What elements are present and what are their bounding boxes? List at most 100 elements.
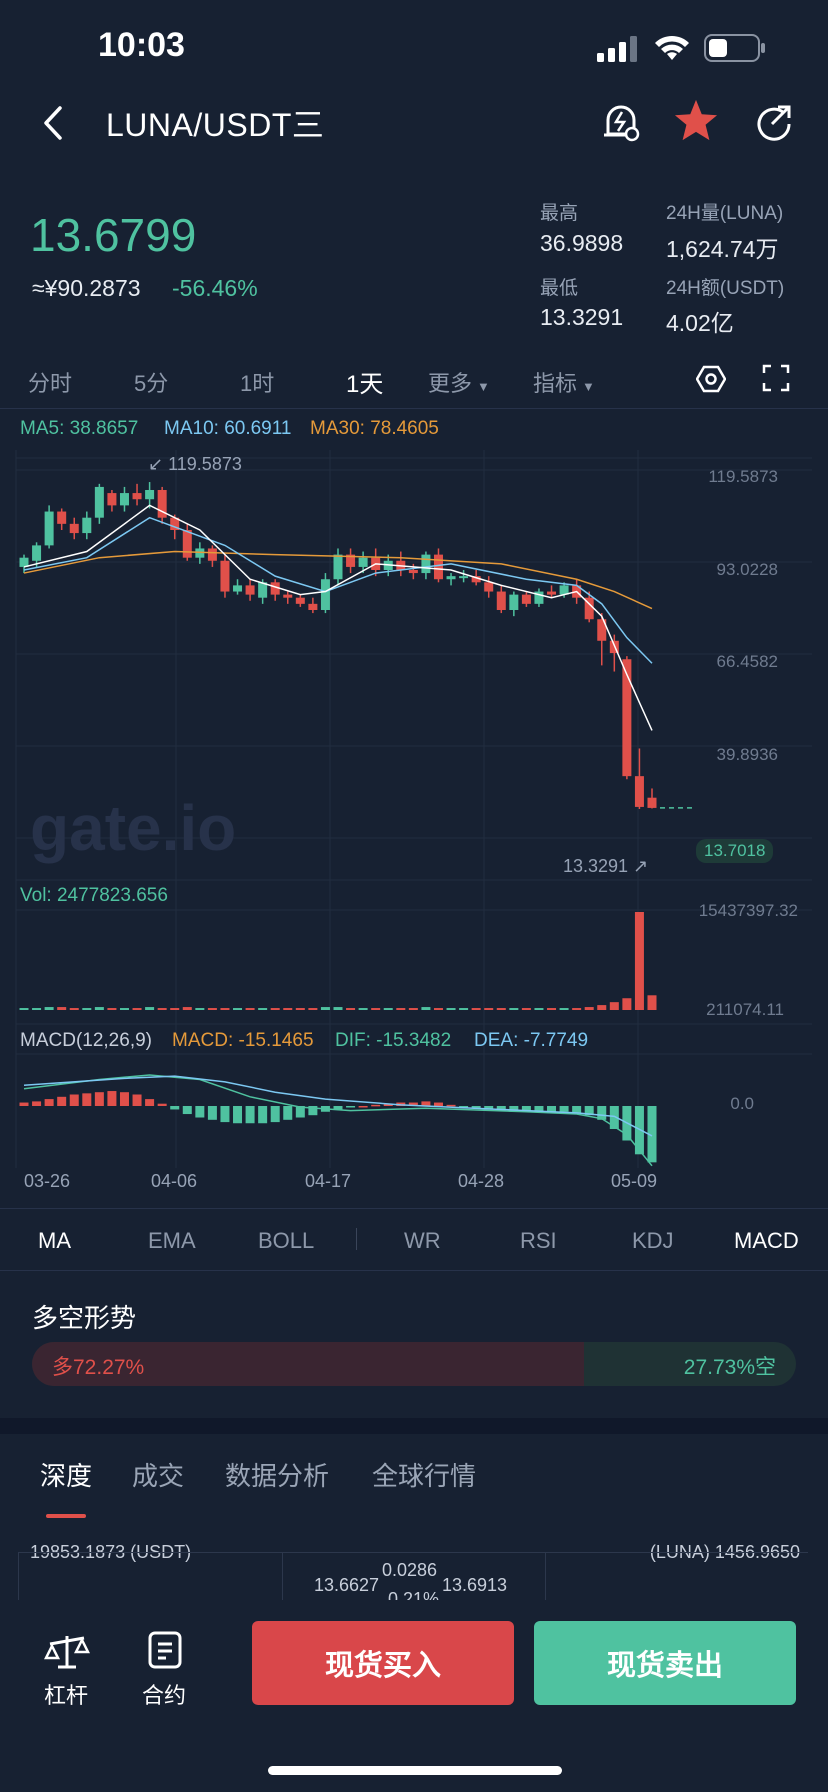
amt-24h-label: 24H额(USDT) [666,278,785,299]
indicator-ema[interactable]: EMA [148,1228,196,1253]
indicator-macd[interactable]: MACD [734,1228,799,1253]
macd-bar [94,1092,104,1106]
volume-bar [584,1007,594,1010]
tab-5min[interactable]: 5分 [134,371,169,396]
volume-bar [597,1005,607,1010]
tab-global-market[interactable]: 全球行情 [372,1461,477,1491]
leverage-icon[interactable] [43,1630,91,1677]
back-icon[interactable] [40,104,66,147]
volume-bar [484,1008,494,1010]
macd-axis-zero: 0.0 [730,1094,754,1113]
macd-bar [283,1106,293,1120]
depth-spread: 0.0286 [382,1560,438,1580]
depth-bid: 13.6627 [314,1575,380,1595]
candle [346,554,356,567]
macd-bar [446,1104,456,1107]
ma30-line [23,550,653,610]
volume-bar [258,1008,268,1010]
indicator-separator [356,1228,357,1250]
macd-bar [258,1106,268,1124]
dea-line [23,1075,653,1137]
price-alert-icon[interactable] [600,100,642,149]
macd-bar [346,1106,356,1108]
macd-bar [145,1099,155,1106]
candle [320,579,330,610]
volume-bar [622,998,632,1010]
indicator-kdj[interactable]: KDJ [632,1228,674,1253]
candle [270,582,280,595]
macd-bar [107,1091,117,1106]
kline-chart[interactable]: gate.io [0,440,828,1200]
volume-bar [107,1008,117,1010]
volume-label: Vol: 2477823.656 [20,885,168,906]
volume-bar [459,1008,469,1010]
tab-trades[interactable]: 成交 [132,1461,185,1491]
favorite-star-icon[interactable] [673,98,719,147]
volume-bar [647,995,657,1010]
macd-bar [521,1106,531,1112]
fullscreen-icon[interactable] [762,364,790,397]
macd-bar [408,1102,418,1106]
price-axis-label: 93.0228 [716,560,778,579]
volume-bar [471,1008,481,1010]
candle [82,517,92,534]
leverage-label[interactable]: 杠杆 [44,1683,89,1708]
spot-buy-button[interactable]: 现货买入 [252,1621,514,1705]
share-icon[interactable] [754,102,794,147]
tab-indicators[interactable]: 指标 ▼ [533,366,595,398]
volume-bar [119,1008,129,1010]
vol-24h-value: 1,624.74万 [666,236,779,262]
candle [245,585,255,595]
macd-bar [119,1092,129,1106]
macd-bar [459,1106,469,1108]
chart-settings-icon[interactable] [695,364,727,399]
depth-ask: 13.6913 [442,1575,508,1595]
candle [534,591,544,604]
macd-bar [547,1106,557,1112]
tab-more[interactable]: 更多 ▼ [428,366,490,398]
indicator-boll[interactable]: BOLL [258,1228,315,1253]
contract-icon[interactable] [147,1630,183,1675]
candle [283,594,293,598]
pair-title[interactable]: LUNA/USDT三 [106,100,324,146]
spot-sell-button[interactable]: 现货卖出 [534,1621,796,1705]
candle [57,511,67,524]
price-axis-label: 39.8936 [716,745,778,764]
indicator-wr[interactable]: WR [404,1228,441,1253]
volume-bar [371,1008,381,1010]
volume-bar [534,1008,544,1010]
tab-1day[interactable]: 1天 [346,371,384,398]
max-price-marker: ↙ 119.5873 [148,454,242,475]
macd-bar [32,1101,42,1106]
tab-data-analysis[interactable]: 数据分析 [225,1461,330,1491]
depth-grid-line [545,1552,546,1607]
volume-axis-bottom: 211074.11 [706,1000,784,1019]
indicator-rsi[interactable]: RSI [520,1228,557,1253]
candle [547,591,557,595]
tab-timeline[interactable]: 分时 [28,371,73,396]
tab-active-indicator [46,1514,86,1518]
volume-bar [496,1008,506,1010]
tab-depth[interactable]: 深度 [40,1461,93,1491]
macd-bar [44,1099,54,1106]
candle [220,560,230,592]
volume-bar [233,1008,243,1010]
tab-indicators-label: 指标 [533,371,578,396]
macd-bar [433,1102,443,1106]
macd-bar [597,1106,607,1120]
depth-chart-frame [18,1552,808,1608]
volume-bar [19,1008,29,1010]
candle [446,576,456,580]
indicator-ma[interactable]: MA [38,1228,71,1253]
signal-icon [597,36,639,67]
tab-1hour[interactable]: 1时 [240,371,275,396]
x-axis-label: 04-17 [305,1171,352,1191]
candle [421,554,431,574]
pair-menu-icon[interactable]: 三 [291,107,325,143]
last-price-tag: 13.7018 [696,839,774,863]
volume-bar [57,1007,67,1010]
candle [308,603,318,610]
macd-bar [295,1106,305,1118]
contract-label[interactable]: 合约 [142,1683,187,1708]
caret-down-icon: ▼ [477,379,490,394]
